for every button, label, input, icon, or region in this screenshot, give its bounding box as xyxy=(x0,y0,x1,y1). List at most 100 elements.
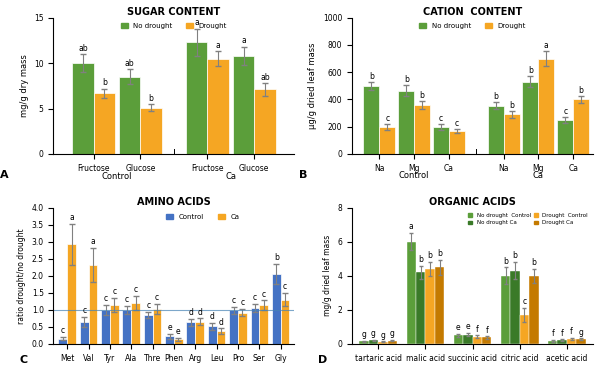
Text: A: A xyxy=(1,171,9,180)
Text: c: c xyxy=(61,326,65,335)
Bar xyxy=(520,315,529,344)
Bar xyxy=(254,89,276,154)
Title: AMINO ACIDS: AMINO ACIDS xyxy=(137,197,211,207)
Text: c: c xyxy=(103,294,107,303)
Bar xyxy=(122,310,131,344)
Bar xyxy=(110,305,119,344)
Bar xyxy=(416,272,425,344)
Text: f: f xyxy=(485,325,488,335)
Text: a: a xyxy=(544,41,549,50)
Text: a: a xyxy=(91,237,95,246)
Text: f: f xyxy=(561,329,563,338)
Bar xyxy=(174,339,183,344)
Bar xyxy=(388,341,397,344)
Text: c: c xyxy=(283,282,287,291)
Bar xyxy=(538,59,554,154)
Bar xyxy=(378,342,388,344)
Bar xyxy=(165,336,174,344)
Bar xyxy=(119,77,140,154)
Text: b: b xyxy=(274,253,278,262)
Bar xyxy=(454,335,463,344)
Text: c: c xyxy=(125,295,129,304)
Title: CATION  CONTENT: CATION CONTENT xyxy=(423,7,522,17)
Text: b: b xyxy=(404,75,409,84)
Text: e: e xyxy=(176,327,181,336)
Text: c: c xyxy=(82,306,86,315)
Text: b: b xyxy=(437,249,442,258)
Bar xyxy=(94,93,115,154)
Text: Ca: Ca xyxy=(533,171,544,180)
Bar xyxy=(144,315,152,344)
Bar xyxy=(259,305,268,344)
Text: a: a xyxy=(241,36,246,45)
Bar xyxy=(187,322,195,344)
Text: ab: ab xyxy=(78,44,88,53)
Text: Control: Control xyxy=(399,171,430,180)
Legend: No drought, Drought: No drought, Drought xyxy=(416,20,529,32)
Bar xyxy=(463,335,473,344)
Bar xyxy=(473,337,482,344)
Text: c: c xyxy=(146,301,150,310)
Bar xyxy=(557,340,567,344)
Bar xyxy=(482,337,491,344)
Text: ab: ab xyxy=(125,59,134,68)
Text: d: d xyxy=(197,308,202,316)
Text: c: c xyxy=(523,298,526,306)
Bar xyxy=(548,341,557,344)
Text: e: e xyxy=(456,323,461,332)
Text: g: g xyxy=(578,328,583,336)
Bar xyxy=(359,341,369,344)
Bar xyxy=(217,331,226,344)
Text: b: b xyxy=(509,101,514,110)
Bar xyxy=(195,322,204,344)
Text: g: g xyxy=(362,330,367,339)
Y-axis label: µg/g dried leaf mass: µg/g dried leaf mass xyxy=(308,43,317,129)
Bar xyxy=(281,300,289,344)
Bar xyxy=(89,265,97,344)
Text: a: a xyxy=(216,41,221,50)
Bar xyxy=(510,271,520,344)
Bar xyxy=(576,339,586,344)
Bar xyxy=(449,131,465,154)
Y-axis label: mg/g dry mass: mg/g dry mass xyxy=(20,55,29,117)
Text: a: a xyxy=(409,223,413,232)
Text: c: c xyxy=(112,287,116,296)
Bar xyxy=(379,127,395,154)
Text: c: c xyxy=(439,114,443,123)
Bar xyxy=(407,242,416,344)
Title: SUGAR CONTENT: SUGAR CONTENT xyxy=(127,7,221,17)
Bar xyxy=(233,56,254,154)
Text: c: c xyxy=(240,298,244,308)
Bar xyxy=(523,82,538,154)
Bar xyxy=(208,326,217,344)
Bar xyxy=(369,341,378,344)
Title: ORGANIC ACIDS: ORGANIC ACIDS xyxy=(429,197,516,207)
Y-axis label: mg/g dried leaf mass: mg/g dried leaf mass xyxy=(323,235,332,316)
Bar xyxy=(229,311,238,344)
Bar xyxy=(58,339,67,344)
Text: Control: Control xyxy=(102,173,132,181)
Bar xyxy=(398,91,414,154)
Text: b: b xyxy=(532,258,536,267)
Legend: No drought, Drought: No drought, Drought xyxy=(118,20,230,32)
Bar xyxy=(238,312,247,344)
Text: c: c xyxy=(253,293,257,302)
Bar xyxy=(272,274,281,344)
Bar xyxy=(433,127,449,154)
Text: c: c xyxy=(134,286,138,295)
Y-axis label: ratio drought/no drought: ratio drought/no drought xyxy=(17,228,26,324)
Bar xyxy=(501,276,510,344)
Text: f: f xyxy=(476,325,479,334)
Text: g: g xyxy=(380,331,385,339)
Text: c: c xyxy=(455,119,459,128)
Text: f: f xyxy=(551,329,554,338)
Text: e: e xyxy=(466,322,470,331)
Bar xyxy=(131,303,140,344)
Text: Ca: Ca xyxy=(226,173,236,181)
Text: b: b xyxy=(512,252,517,260)
Bar xyxy=(364,86,379,154)
Text: b: b xyxy=(528,66,533,75)
Bar xyxy=(435,267,444,344)
Bar xyxy=(573,99,589,154)
Text: g: g xyxy=(371,329,376,338)
